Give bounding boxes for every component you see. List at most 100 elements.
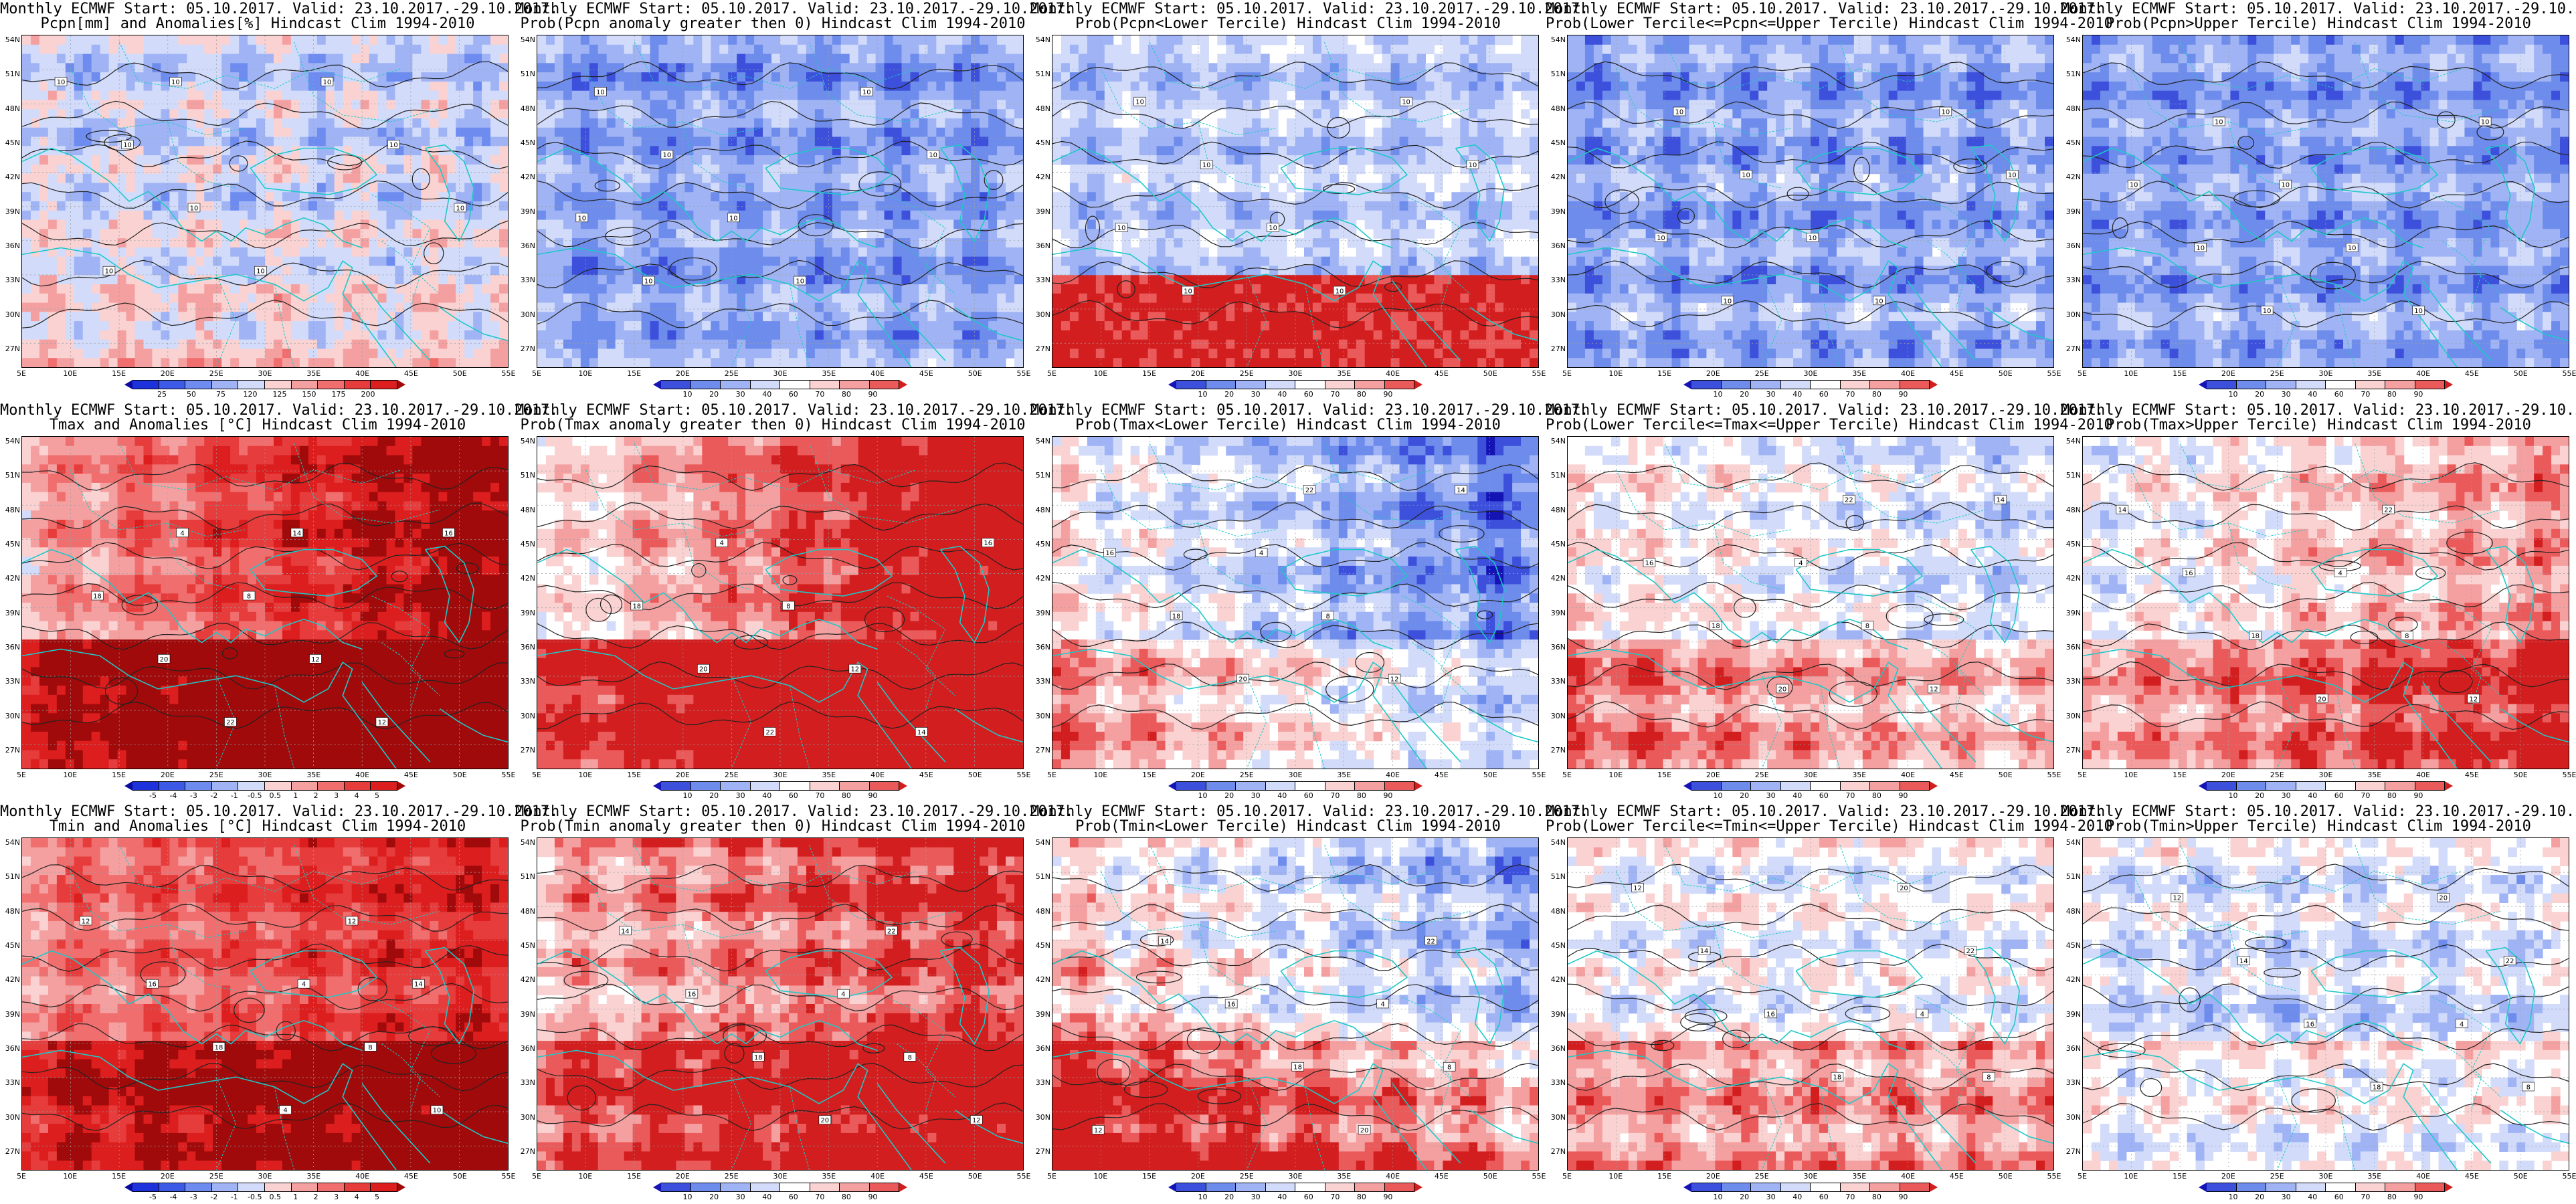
contour-label: 4 bbox=[2455, 1019, 2468, 1028]
latitude-label: 48N bbox=[517, 506, 535, 514]
contour-lines bbox=[2083, 864, 2569, 1131]
colorbar-swatch bbox=[2266, 781, 2296, 791]
contour-label: 10 bbox=[2279, 179, 2292, 189]
panel-subtitle: Prob(Tmax>Upper Tercile) Hindcast Clim 1… bbox=[2061, 417, 2576, 433]
country-borders bbox=[2131, 844, 2501, 1170]
country-borders bbox=[1101, 844, 1471, 1170]
panel-subtitle: Prob(Tmax<Lower Tercile) Hindcast Clim 1… bbox=[1030, 417, 1546, 433]
longitude-label: 25E bbox=[1236, 370, 1257, 378]
colorbar-max-arrow bbox=[2445, 781, 2453, 791]
colorbar-tick-label: 90 bbox=[859, 1193, 886, 1201]
latitude-label: 27N bbox=[1547, 345, 1566, 353]
contour-label: 10 bbox=[2194, 243, 2207, 252]
latitude-label: 39N bbox=[1, 207, 20, 216]
colorbar-swatch bbox=[1325, 380, 1355, 389]
coastlines bbox=[537, 144, 1023, 367]
latitude-label: 33N bbox=[1, 276, 20, 284]
map-panel: Monthly ECMWF Start: 05.10.2017. Valid: … bbox=[515, 0, 1073, 401]
latitude-label: 51N bbox=[1547, 472, 1566, 480]
latitude-label: 39N bbox=[517, 1010, 535, 1019]
longitude-label: 25E bbox=[2267, 771, 2287, 779]
colorbar-tick-label: 60 bbox=[1811, 792, 1837, 800]
contour-label: 12 bbox=[79, 916, 92, 925]
latitude-label: 39N bbox=[1547, 609, 1566, 617]
colorbar-max-arrow bbox=[2445, 1183, 2453, 1192]
contour-label: 10 bbox=[1873, 296, 1885, 305]
longitude-label: 40E bbox=[1383, 771, 1403, 779]
latitude-label: 36N bbox=[1547, 242, 1566, 250]
colorbar-swatch bbox=[1295, 781, 1325, 791]
longitude-label: 20E bbox=[1703, 771, 1723, 779]
colorbar-swatch bbox=[1295, 1183, 1325, 1192]
latitude-label: 51N bbox=[2062, 472, 2081, 480]
panel-title: Monthly ECMWF Start: 05.10.2017. Valid: … bbox=[2061, 1, 2576, 17]
latitude-label: 45N bbox=[2062, 139, 2081, 147]
contour-label: 12 bbox=[1631, 883, 1644, 892]
longitude-label: 35E bbox=[819, 771, 839, 779]
colorbar-swatch bbox=[132, 781, 159, 791]
forecast-map: 4 8 12 12 16 18 20 22 14 bbox=[21, 436, 509, 769]
contour-label: 20 bbox=[1358, 1125, 1371, 1134]
longitude-label: 15E bbox=[1655, 370, 1675, 378]
contour-label: 12 bbox=[309, 654, 322, 664]
longitude-label: 50E bbox=[1995, 1173, 2015, 1181]
colorbar-tick-label: 20 bbox=[2246, 1193, 2273, 1201]
colorbar-swatch bbox=[1355, 781, 1385, 791]
latitude-label: 30N bbox=[1032, 1113, 1050, 1122]
longitude-label: 35E bbox=[1334, 1173, 1354, 1181]
colorbar-tick-label: 40 bbox=[2299, 792, 2326, 800]
latitude-label: 42N bbox=[1547, 976, 1566, 984]
colorbar-tick-label: 60 bbox=[780, 391, 807, 399]
latitude-label: 42N bbox=[2062, 976, 2081, 984]
longitude-label: 10E bbox=[2121, 1173, 2141, 1181]
colorbar-tick-label: 30 bbox=[1758, 792, 1784, 800]
map-canvas: 10 10 10 10 10 10 10 10 bbox=[537, 35, 1023, 367]
colorbar-swatch bbox=[2326, 1183, 2356, 1192]
colorbar-tick-label: 40 bbox=[753, 792, 780, 800]
latitude-label: 48N bbox=[1, 907, 20, 916]
latitude-label: 51N bbox=[1, 472, 20, 480]
contour-lines bbox=[1568, 462, 2053, 730]
colorbar-swatch bbox=[344, 1183, 371, 1192]
colorbar-tick-label: 90 bbox=[1890, 391, 1916, 399]
longitude-label: 10E bbox=[1606, 1173, 1626, 1181]
contour-label: 22 bbox=[2382, 504, 2395, 514]
coastlines bbox=[2083, 545, 2569, 769]
longitude-label: 30E bbox=[770, 771, 790, 779]
map-panel: Monthly ECMWF Start: 05.10.2017. Valid: … bbox=[0, 401, 558, 803]
colorbar-swatch bbox=[185, 781, 212, 791]
colorbar-swatch bbox=[132, 380, 159, 389]
longitude-label: 25E bbox=[721, 370, 741, 378]
longitude-label: 25E bbox=[206, 370, 226, 378]
colorbar-swatch bbox=[1355, 380, 1385, 389]
contour-label: 10 bbox=[1400, 96, 1412, 106]
latitude-label: 45N bbox=[2062, 942, 2081, 950]
colorbar-max-arrow bbox=[397, 380, 405, 389]
colorbar bbox=[653, 380, 907, 389]
colorbar-min-arrow bbox=[1168, 1183, 1176, 1192]
latitude-label: 51N bbox=[1032, 70, 1050, 78]
longitude-label: 40E bbox=[868, 771, 888, 779]
contour-value-labels: 4 8 12 14 16 18 20 22 bbox=[2171, 892, 2535, 1091]
colorbar-swatch bbox=[2326, 781, 2356, 791]
latitude-label: 54N bbox=[1547, 437, 1566, 445]
colorbar-max-arrow bbox=[1414, 1183, 1422, 1192]
country-borders bbox=[70, 41, 440, 367]
colorbar-max-arrow bbox=[2445, 380, 2453, 389]
latitude-label: 42N bbox=[517, 173, 535, 181]
longitude-label: 5E bbox=[1042, 1173, 1062, 1181]
forecast-map: 4 8 10 12 16 18 4 12 14 bbox=[21, 837, 509, 1171]
latitude-label: 45N bbox=[517, 942, 535, 950]
contour-lines bbox=[1568, 61, 2053, 328]
latitude-label: 27N bbox=[2062, 1148, 2081, 1156]
longitude-label: 45E bbox=[1431, 370, 1451, 378]
latitude-label: 36N bbox=[2062, 242, 2081, 250]
colorbar-tick-label: 30 bbox=[727, 1193, 754, 1201]
colorbar-swatch bbox=[371, 781, 397, 791]
panel-subtitle: Prob(Tmin<Lower Tercile) Hindcast Clim 1… bbox=[1030, 819, 1546, 835]
map-canvas: 4 8 12 14 16 18 20 22 bbox=[1052, 437, 1538, 769]
contour-label: 8 bbox=[364, 1042, 377, 1051]
colorbar-tick-label: 10 bbox=[674, 792, 701, 800]
latitude-label: 36N bbox=[517, 1045, 535, 1053]
colorbar-tick-label: 10 bbox=[2220, 391, 2247, 399]
